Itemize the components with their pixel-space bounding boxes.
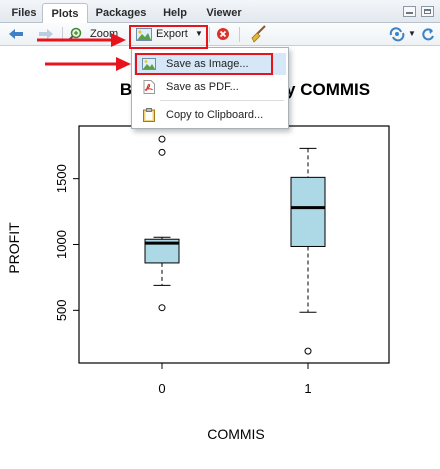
arrow-to-export-head	[111, 33, 126, 47]
arrow-to-save-image-head	[116, 57, 131, 71]
